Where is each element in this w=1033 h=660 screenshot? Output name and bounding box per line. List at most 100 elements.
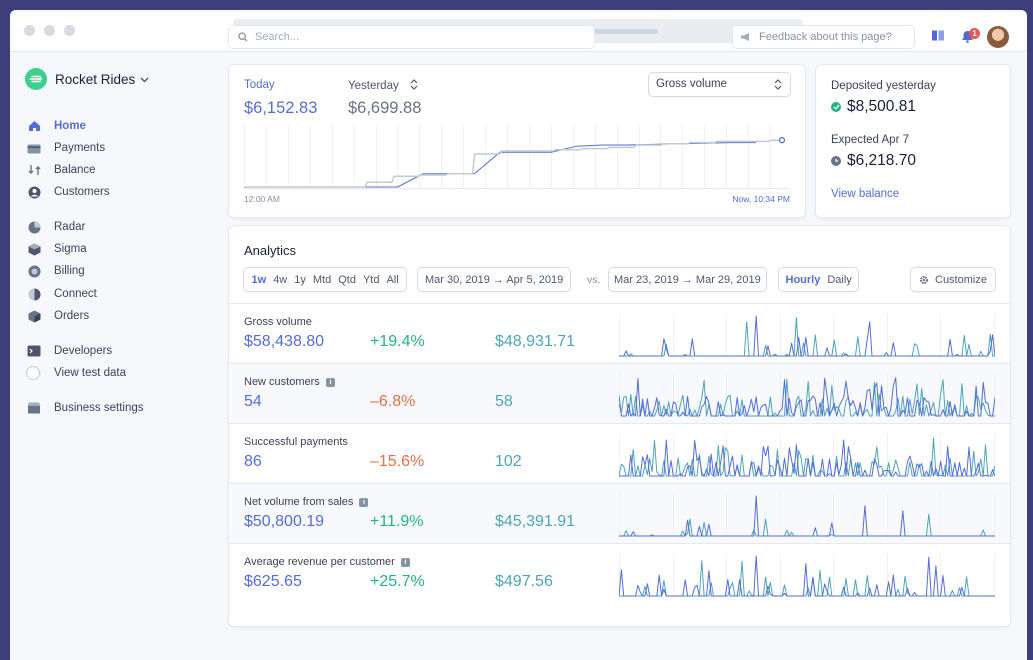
- test-data-toggle[interactable]: [27, 366, 41, 380]
- sidebar-item-label: Home: [54, 120, 86, 132]
- metric-row-average-revenue-per-customer[interactable]: Average revenue per customer i $625.65 +25.…: [229, 543, 1010, 603]
- sidebar-item-home[interactable]: Home: [27, 117, 86, 135]
- current-point-marker: [778, 137, 786, 144]
- window-minimize-dot[interactable]: [44, 25, 55, 36]
- metric-label-text: Successful payments: [244, 436, 348, 448]
- gross-volume-chart: [244, 125, 790, 189]
- info-icon[interactable]: i: [400, 557, 410, 567]
- chevron-down-icon: [140, 72, 149, 86]
- granularity-option-daily[interactable]: Daily: [827, 273, 852, 286]
- sparkline-current-series: [619, 439, 995, 477]
- yesterday-value: $6,699.88: [348, 99, 422, 117]
- search-input[interactable]: Search...: [229, 26, 594, 48]
- feedback-label: Feedback about this page?: [759, 31, 892, 43]
- metric-label-text: Gross volume: [244, 316, 312, 328]
- expected-value: $6,218.70: [847, 152, 916, 169]
- sidebar-item-sigma[interactable]: Sigma: [27, 240, 87, 258]
- metric-value: $58,438.80: [244, 333, 325, 350]
- metric-change: –15.6%: [370, 453, 425, 470]
- orders-icon: [27, 309, 41, 323]
- sidebar-item-connect[interactable]: Connect: [27, 285, 97, 303]
- feedback-button[interactable]: Feedback about this page?: [733, 26, 914, 48]
- rocket-rides-logo-icon: [25, 68, 47, 90]
- today-value: $6,152.83: [244, 99, 318, 117]
- metric-previous-value: $45,391.91: [495, 513, 576, 530]
- sidebar-item-developers[interactable]: Developers: [27, 342, 112, 360]
- window-close-dot[interactable]: [24, 25, 35, 36]
- sidebar-item-view-test-data[interactable]: View test data: [27, 364, 126, 382]
- previous-period-picker[interactable]: Mar 23, 2019 → Mar 29, 2019: [609, 268, 766, 291]
- current-period: Mar 30, 2019 → Apr 5, 2019: [425, 273, 564, 286]
- sidebar-item-label: Orders: [54, 310, 90, 322]
- gross-volume-card: Today $6,152.83 Yesterday $6,699.88 Gros…: [229, 65, 805, 217]
- granularity-option-hourly[interactable]: Hourly: [785, 273, 821, 286]
- sidebar-item-label: Customers: [54, 186, 110, 198]
- previous-period: Mar 23, 2019 → Mar 29, 2019: [614, 273, 761, 286]
- metric-sparkline: [619, 434, 995, 478]
- sparkline-previous-series: [619, 378, 995, 417]
- metric-sparkline: [619, 374, 995, 418]
- connect-icon: [27, 287, 41, 301]
- metric-sparkline: [619, 554, 995, 598]
- sidebar-item-customers[interactable]: Customers: [27, 183, 110, 201]
- metric-row-new-customers[interactable]: New customers i 54 –6.8% 58: [229, 363, 1010, 423]
- metric-label-text: New customers: [244, 376, 320, 388]
- balance-icon: [27, 163, 41, 177]
- business-settings-icon: [27, 401, 41, 415]
- clock-icon: [831, 156, 841, 166]
- metric-label: New customers i: [244, 376, 335, 388]
- today-label: Today: [244, 79, 275, 91]
- sidebar-item-payments[interactable]: Payments: [27, 139, 105, 157]
- yesterday-series-line: [244, 142, 756, 188]
- avatar[interactable]: [987, 26, 1009, 48]
- sparkline-current-series: [619, 555, 995, 597]
- sort-chevrons-icon: [774, 79, 782, 90]
- radar-icon: [27, 220, 41, 234]
- sidebar-item-label: Developers: [54, 345, 113, 357]
- sidebar-item-billing[interactable]: Billing: [27, 262, 85, 280]
- sidebar-item-balance[interactable]: Balance: [27, 161, 96, 179]
- compare-period-select[interactable]: Yesterday: [348, 79, 418, 92]
- range-option-1y[interactable]: 1y: [294, 273, 306, 286]
- metric-row-successful-payments[interactable]: Successful payments 86 –15.6% 102: [229, 423, 1010, 483]
- sidebar-item-label: Business settings: [54, 402, 144, 414]
- docs-book-icon[interactable]: [931, 29, 945, 45]
- view-balance-link[interactable]: View balance: [831, 188, 900, 200]
- chart-axis-end: Now, 10:34 PM: [732, 194, 790, 204]
- info-icon[interactable]: i: [325, 377, 335, 387]
- customize-button[interactable]: Customize: [911, 268, 995, 291]
- metric-select[interactable]: Gross volume: [649, 73, 790, 96]
- info-icon[interactable]: i: [359, 497, 369, 507]
- search-icon: [238, 32, 248, 42]
- browser-window: Rocket Rides Home Payments Balance Customer…: [10, 10, 1027, 660]
- developers-icon: [27, 344, 41, 358]
- metric-change: +25.7%: [370, 573, 425, 590]
- notification-badge: 1: [969, 28, 980, 39]
- balance-card: Deposited yesterday $8,500.81 Expected A…: [816, 65, 1010, 217]
- metric-value: $50,800.19: [244, 513, 325, 530]
- range-option-1w[interactable]: 1w: [251, 273, 267, 286]
- sidebar: Rocket Rides Home Payments Balance Customer…: [10, 52, 220, 660]
- metric-row-gross-volume[interactable]: Gross volume $58,438.80 +19.4% $48,931.71: [229, 303, 1010, 363]
- sidebar-item-business-settings[interactable]: Business settings: [27, 399, 144, 417]
- metric-label: Net volume from sales i: [244, 496, 369, 508]
- analytics-title: Analytics: [244, 243, 297, 258]
- deposited-value: $8,500.81: [847, 98, 916, 115]
- home-icon: [27, 119, 41, 133]
- range-option-4w[interactable]: 4w: [273, 273, 288, 286]
- range-option-qtd[interactable]: Qtd: [338, 273, 356, 286]
- current-period-picker[interactable]: Mar 30, 2019 → Apr 5, 2019: [418, 268, 571, 291]
- sidebar-item-orders[interactable]: Orders: [27, 307, 89, 325]
- range-option-mtd[interactable]: Mtd: [312, 273, 332, 286]
- range-option-ytd[interactable]: Ytd: [362, 273, 380, 286]
- sidebar-item-radar[interactable]: Radar: [27, 218, 85, 236]
- window-maximize-dot[interactable]: [64, 25, 75, 36]
- range-option-all[interactable]: All: [386, 273, 399, 286]
- metric-previous-value: $48,931.71: [495, 333, 576, 350]
- metric-row-net-volume-from-sales[interactable]: Net volume from sales i $50,800.19 +11.9% $4…: [229, 483, 1010, 543]
- account-switcher[interactable]: Rocket Rides: [25, 68, 149, 90]
- expected-amount: $6,218.70: [831, 152, 916, 170]
- deposited-label: Deposited yesterday: [831, 80, 936, 92]
- sidebar-item-label: Billing: [54, 265, 85, 277]
- sidebar-item-label: Sigma: [54, 243, 87, 255]
